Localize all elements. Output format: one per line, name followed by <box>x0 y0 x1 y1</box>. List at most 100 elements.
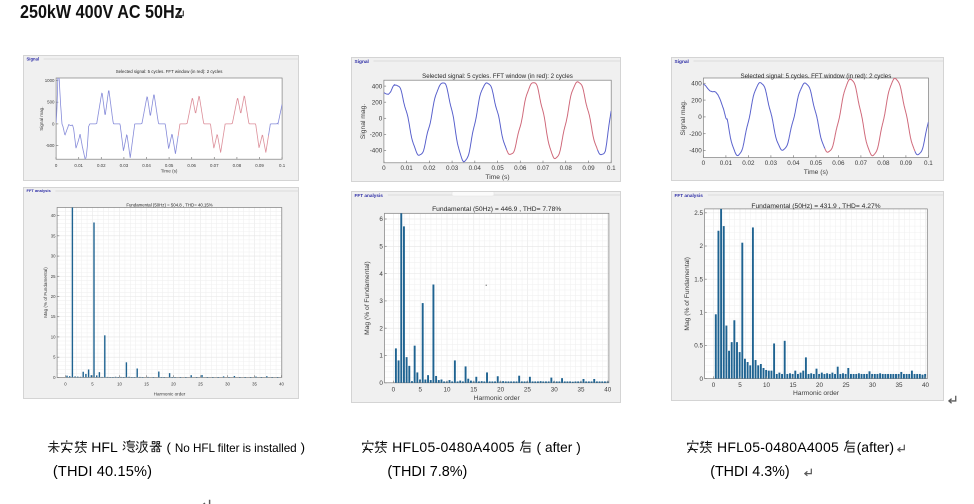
svg-text:35: 35 <box>895 381 903 388</box>
svg-text:-400: -400 <box>370 148 383 155</box>
svg-text:40: 40 <box>922 381 930 388</box>
svg-text:Mag (% of Fundamental): Mag (% of Fundamental) <box>684 256 691 330</box>
svg-text:6: 6 <box>379 216 383 223</box>
svg-text:200: 200 <box>372 99 383 106</box>
svg-text:Signal mag.: Signal mag. <box>680 100 687 135</box>
svg-text:25: 25 <box>198 381 203 386</box>
svg-text:10: 10 <box>443 386 451 393</box>
svg-text:Signal: Signal <box>355 59 369 65</box>
svg-text:15: 15 <box>144 381 149 386</box>
svg-text:0: 0 <box>702 160 706 167</box>
svg-text:FFT analysis: FFT analysis <box>26 188 51 193</box>
svg-text:0: 0 <box>698 114 702 121</box>
svg-text:0.05: 0.05 <box>491 165 504 172</box>
svg-text:1: 1 <box>699 309 703 316</box>
svg-text:0.02: 0.02 <box>423 165 436 172</box>
svg-text:400: 400 <box>372 83 383 90</box>
svg-text:-500: -500 <box>45 143 54 148</box>
svg-text:2: 2 <box>699 243 703 250</box>
svg-text:Selected signal: 5 cycles. FFT: Selected signal: 5 cycles. FFT window (i… <box>115 69 222 74</box>
svg-text:20: 20 <box>171 381 176 386</box>
svg-text:10: 10 <box>50 334 55 339</box>
svg-text:0.06: 0.06 <box>832 160 845 167</box>
svg-text:Selected signal: 5 cycles. FFT: Selected signal: 5 cycles. FFT window (i… <box>741 73 892 80</box>
svg-text:0.1: 0.1 <box>279 163 286 168</box>
svg-text:0: 0 <box>379 116 383 123</box>
svg-text:0.02: 0.02 <box>97 163 106 168</box>
svg-text:0.08: 0.08 <box>877 160 890 167</box>
svg-text:15: 15 <box>470 386 478 393</box>
svg-text:Signal: Signal <box>26 56 39 61</box>
svg-text:30: 30 <box>225 381 230 386</box>
svg-text:Signal: Signal <box>675 59 689 65</box>
svg-text:5: 5 <box>53 354 56 359</box>
svg-text:0.05: 0.05 <box>810 160 823 167</box>
svg-text:400: 400 <box>691 81 702 88</box>
svg-text:30: 30 <box>869 381 877 388</box>
svg-text:Time (s): Time (s) <box>485 174 509 181</box>
svg-text:5: 5 <box>379 243 383 250</box>
svg-text:0.09: 0.09 <box>582 165 595 172</box>
svg-text:0.03: 0.03 <box>765 160 778 167</box>
svg-text:20: 20 <box>50 294 55 299</box>
svg-text:0.07: 0.07 <box>855 160 868 167</box>
svg-text:2.5: 2.5 <box>694 210 703 217</box>
svg-text:1000: 1000 <box>44 78 54 83</box>
svg-text:35: 35 <box>577 386 585 393</box>
svg-text:35: 35 <box>50 233 55 238</box>
svg-text:25: 25 <box>50 273 55 278</box>
svg-text:1.5: 1.5 <box>694 276 703 283</box>
svg-text:Time (s): Time (s) <box>804 169 828 176</box>
svg-text:0.04: 0.04 <box>469 165 482 172</box>
svg-text:Harmonic order: Harmonic order <box>474 394 521 401</box>
svg-text:0.09: 0.09 <box>255 163 264 168</box>
svg-text:0: 0 <box>382 165 386 172</box>
svg-text:0: 0 <box>379 380 383 387</box>
svg-text:0: 0 <box>53 374 56 379</box>
svg-text:Selected signal: 5 cycles. FFT: Selected signal: 5 cycles. FFT window (i… <box>422 73 573 80</box>
svg-text:10: 10 <box>117 381 122 386</box>
svg-text:0.04: 0.04 <box>787 160 800 167</box>
svg-text:0.03: 0.03 <box>119 163 128 168</box>
svg-text:0.1: 0.1 <box>924 160 933 167</box>
svg-text:0.1: 0.1 <box>607 165 616 172</box>
svg-text:0.01: 0.01 <box>720 160 733 167</box>
svg-text:10: 10 <box>763 381 771 388</box>
svg-text:0: 0 <box>64 381 67 386</box>
svg-text:Fundamental (50Hz) = 431.9 , T: Fundamental (50Hz) = 431.9 , THD= 4.27% <box>751 203 880 210</box>
svg-text:Mag (% of Fundamental): Mag (% of Fundamental) <box>43 266 48 317</box>
svg-text:30: 30 <box>551 386 559 393</box>
svg-text:25: 25 <box>842 381 850 388</box>
svg-text:0.04: 0.04 <box>142 163 151 168</box>
svg-text:-200: -200 <box>370 132 383 139</box>
svg-text:0.03: 0.03 <box>446 165 459 172</box>
svg-text:0.01: 0.01 <box>74 163 83 168</box>
svg-text:0.07: 0.07 <box>537 165 550 172</box>
svg-text:Harmonic order: Harmonic order <box>793 390 840 397</box>
svg-text:Time (s): Time (s) <box>160 169 177 174</box>
svg-text:FFT analysis: FFT analysis <box>355 192 384 197</box>
svg-text:0.05: 0.05 <box>164 163 173 168</box>
svg-text:40: 40 <box>604 386 612 393</box>
svg-text:0.08: 0.08 <box>560 165 573 172</box>
svg-text:5: 5 <box>91 381 94 386</box>
svg-text:15: 15 <box>50 314 55 319</box>
svg-text:0: 0 <box>54 163 57 168</box>
svg-text:0.08: 0.08 <box>232 163 241 168</box>
svg-text:15: 15 <box>789 381 797 388</box>
svg-text:20: 20 <box>497 386 505 393</box>
svg-text:0.07: 0.07 <box>210 163 219 168</box>
svg-text:4: 4 <box>379 270 383 277</box>
svg-text:500: 500 <box>47 100 55 105</box>
svg-text:-400: -400 <box>689 148 702 155</box>
svg-text:3: 3 <box>379 298 383 305</box>
svg-text:-200: -200 <box>689 131 702 138</box>
svg-text:20: 20 <box>816 381 824 388</box>
svg-text:35: 35 <box>252 381 257 386</box>
svg-text:0.09: 0.09 <box>900 160 913 167</box>
svg-text:200: 200 <box>691 97 702 104</box>
svg-text:Mag (% of Fundamental): Mag (% of Fundamental) <box>364 261 371 335</box>
svg-text:FFT analysis: FFT analysis <box>675 192 704 197</box>
svg-text:5: 5 <box>738 381 742 388</box>
svg-text:0.06: 0.06 <box>187 163 196 168</box>
